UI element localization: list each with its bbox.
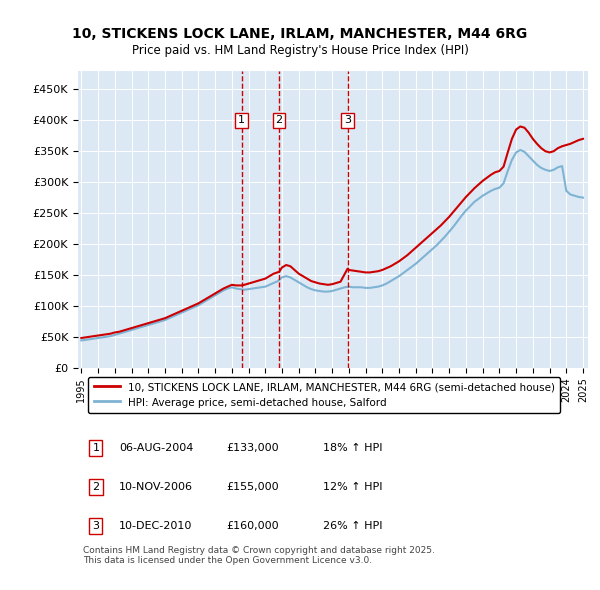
Text: 10-DEC-2010: 10-DEC-2010 <box>119 521 192 531</box>
Text: 06-AUG-2004: 06-AUG-2004 <box>119 442 193 453</box>
Text: £160,000: £160,000 <box>226 521 278 531</box>
Text: 2: 2 <box>92 482 100 492</box>
Text: Contains HM Land Registry data © Crown copyright and database right 2025.
This d: Contains HM Land Registry data © Crown c… <box>83 546 435 565</box>
Text: £133,000: £133,000 <box>226 442 278 453</box>
Text: Price paid vs. HM Land Registry's House Price Index (HPI): Price paid vs. HM Land Registry's House … <box>131 44 469 57</box>
Text: 18% ↑ HPI: 18% ↑ HPI <box>323 442 382 453</box>
Text: 3: 3 <box>92 521 100 531</box>
Text: £155,000: £155,000 <box>226 482 278 492</box>
Text: 2: 2 <box>275 115 283 125</box>
Text: 1: 1 <box>238 115 245 125</box>
Text: 12% ↑ HPI: 12% ↑ HPI <box>323 482 382 492</box>
Legend: 10, STICKENS LOCK LANE, IRLAM, MANCHESTER, M44 6RG (semi-detached house), HPI: A: 10, STICKENS LOCK LANE, IRLAM, MANCHESTE… <box>88 376 560 413</box>
Text: 1: 1 <box>92 442 100 453</box>
Text: 10, STICKENS LOCK LANE, IRLAM, MANCHESTER, M44 6RG: 10, STICKENS LOCK LANE, IRLAM, MANCHESTE… <box>73 27 527 41</box>
Text: 26% ↑ HPI: 26% ↑ HPI <box>323 521 382 531</box>
Text: 3: 3 <box>344 115 351 125</box>
Text: 10-NOV-2006: 10-NOV-2006 <box>119 482 193 492</box>
